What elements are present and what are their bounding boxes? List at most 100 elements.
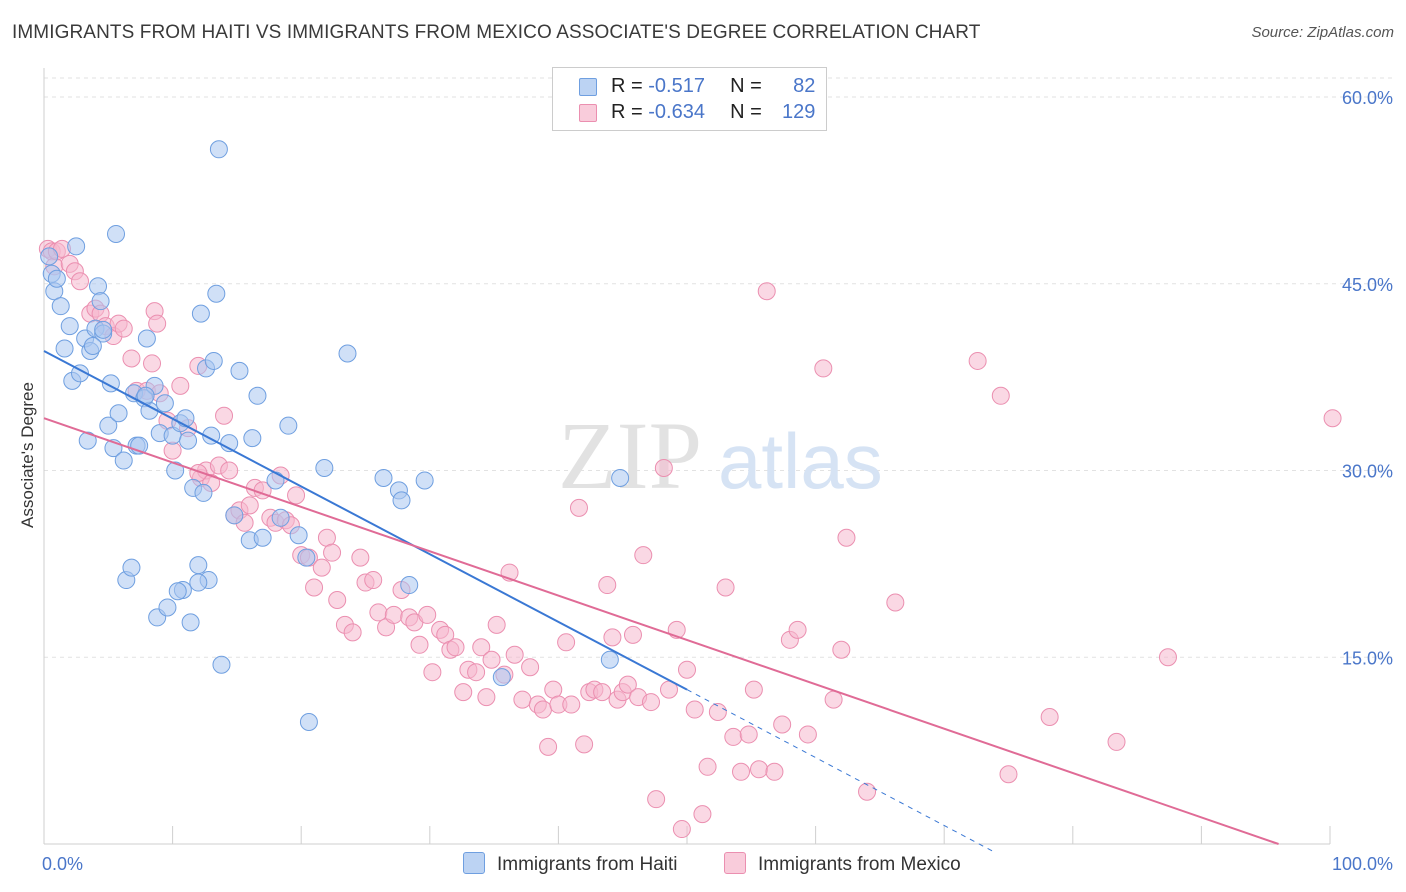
mexico-point <box>732 762 751 781</box>
trend-lines <box>43 350 1279 854</box>
haiti-point <box>271 508 290 527</box>
haiti-point <box>207 284 226 303</box>
mexico-point <box>773 715 792 734</box>
haiti-point <box>212 655 231 674</box>
haiti-point <box>225 506 244 525</box>
stats-r-label: R = <box>611 75 649 97</box>
source-credit: Source: ZipAtlas.com <box>1251 24 1394 41</box>
mexico-point <box>837 528 856 547</box>
mexico-point <box>685 700 704 719</box>
haiti-point <box>40 247 59 266</box>
stats-n-label: N = <box>730 101 768 123</box>
haiti-point <box>67 237 86 256</box>
stats-n-label: N = <box>730 75 768 97</box>
mexico-point <box>1040 708 1059 727</box>
haiti-point <box>179 431 198 450</box>
mexico-point <box>148 314 167 333</box>
stats-r-value-mexico: -0.634 <box>648 101 705 123</box>
haiti-point <box>91 292 110 311</box>
legend-item-mexico[interactable]: Immigrants from Mexico <box>724 852 961 876</box>
series-haiti-points <box>40 140 630 731</box>
legend-item-haiti[interactable]: Immigrants from Haiti <box>463 852 678 876</box>
mexico-point <box>487 615 506 634</box>
haiti-point <box>266 471 285 490</box>
mexico-point <box>482 650 501 669</box>
stats-n-value-mexico: 129 <box>781 101 816 123</box>
mexico-point <box>423 663 442 682</box>
stats-r-label: R = <box>611 101 649 123</box>
haiti-point <box>204 351 223 370</box>
mexico-point <box>312 558 331 577</box>
mexico-point <box>647 790 666 809</box>
mexico-point <box>410 635 429 654</box>
mexico-point <box>716 578 735 597</box>
haiti-point <box>415 471 434 490</box>
legend-swatch-mexico <box>724 852 746 874</box>
x-tick-label-min: 0.0% <box>42 854 83 874</box>
legend-label-haiti: Immigrants from Haiti <box>497 854 678 875</box>
mexico-point <box>693 805 712 824</box>
haiti-point <box>155 394 174 413</box>
mexico-point <box>240 496 259 515</box>
mexico-point <box>215 406 234 425</box>
haiti-point <box>253 528 272 547</box>
mexico-point <box>750 760 769 779</box>
mexico-point <box>698 757 717 776</box>
haiti-point <box>189 573 208 592</box>
haiti-point <box>176 409 195 428</box>
stats-swatch-haiti <box>579 78 597 96</box>
mexico-point <box>858 782 877 801</box>
mexico-point <box>305 578 324 597</box>
zipatlas-watermark: ZIP atlas <box>558 402 883 509</box>
trend-line-haiti <box>43 350 688 691</box>
mexico-point <box>634 546 653 565</box>
tick-labels: 15.0% 30.0% 45.0% 60.0% 0.0% 100.0% <box>42 88 1393 874</box>
mexico-point <box>446 638 465 657</box>
haiti-point <box>168 582 187 601</box>
stats-n-value-haiti: 82 <box>793 75 816 97</box>
mexico-point <box>724 727 743 746</box>
mexico-point <box>467 663 486 682</box>
mexico-point <box>672 820 691 839</box>
mexico-point <box>384 605 403 624</box>
haiti-point <box>109 404 128 423</box>
haiti-point <box>191 304 210 323</box>
haiti-point <box>400 576 419 595</box>
mexico-point <box>641 693 660 712</box>
mexico-point <box>788 620 807 639</box>
mexico-point <box>544 680 563 699</box>
haiti-point <box>137 329 156 348</box>
mexico-point <box>71 272 90 291</box>
mexico-point <box>575 735 594 754</box>
haiti-point <box>114 451 133 470</box>
haiti-point <box>338 344 357 363</box>
mexico-point <box>757 282 776 301</box>
legend-label-mexico: Immigrants from Mexico <box>758 854 961 875</box>
mexico-point <box>744 680 763 699</box>
axes <box>43 68 1331 845</box>
mexico-point <box>369 603 388 622</box>
mexico-point <box>114 319 133 338</box>
mexico-point <box>598 576 617 595</box>
mexico-point <box>557 633 576 652</box>
mexico-point <box>317 528 336 547</box>
haiti-point <box>122 558 141 577</box>
stats-r-value-haiti: -0.517 <box>648 75 705 97</box>
mexico-point <box>323 543 342 562</box>
mexico-point <box>539 737 558 756</box>
mexico-point <box>562 695 581 714</box>
haiti-point <box>374 468 393 487</box>
mexico-point <box>351 548 370 567</box>
haiti-point <box>248 386 267 405</box>
haiti-point <box>279 416 298 435</box>
mexico-point <box>654 459 673 478</box>
mexico-point <box>618 675 637 694</box>
haiti-point <box>47 269 66 288</box>
haiti-point <box>55 339 74 358</box>
y-tick-label: 45.0% <box>1342 275 1393 295</box>
mexico-point <box>472 638 491 657</box>
haiti-point <box>99 416 118 435</box>
mexico-point <box>991 386 1010 405</box>
watermark-zip: ZIP <box>558 402 702 509</box>
haiti-point <box>78 431 97 450</box>
